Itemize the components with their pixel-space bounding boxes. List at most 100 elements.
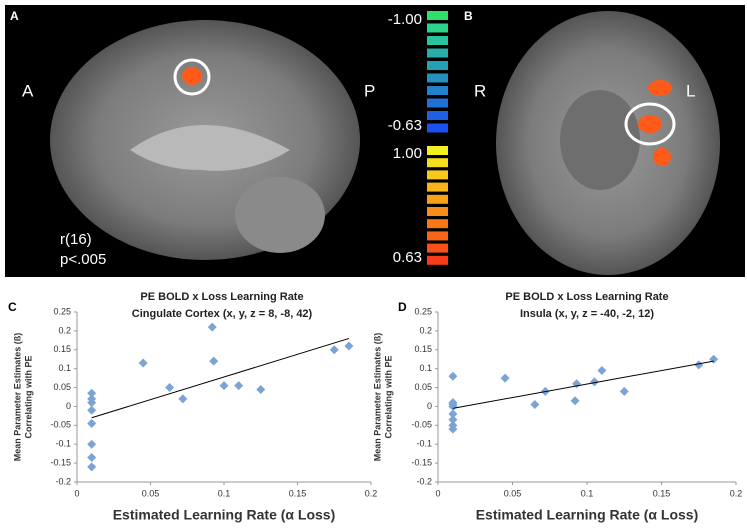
scatter-point <box>570 396 580 406</box>
colorbar <box>427 11 448 265</box>
colorbar-swatch <box>427 194 448 204</box>
trend-line <box>452 360 714 409</box>
activation-blob <box>648 80 672 96</box>
scatter-point <box>329 345 339 355</box>
scatter-point <box>694 360 704 370</box>
colorbar-label: 1.00 <box>393 145 422 162</box>
scatter-point <box>178 394 188 404</box>
y-tick-label: 0.15 <box>414 344 432 354</box>
chart-title: PE BOLD x Loss Learning Rate <box>505 291 668 303</box>
y-tick-label: -0.05 <box>411 420 432 430</box>
x-tick-label: 0 <box>435 488 440 498</box>
y-tick-label: 0.25 <box>414 306 432 316</box>
scatter-point <box>207 322 217 332</box>
colorbar-swatch <box>427 243 448 253</box>
colorbar-swatch <box>427 111 448 120</box>
stat-label: r(16) <box>60 231 92 248</box>
y-tick-label: 0.1 <box>58 363 71 373</box>
scatter-point <box>448 424 458 434</box>
x-tick-label: 0.05 <box>142 488 160 498</box>
y-tick-label: 0.05 <box>414 382 432 392</box>
scatter-point <box>500 373 510 383</box>
chart-subtitle: Cingulate Cortex (x, y, z = 8, -8, 42) <box>132 308 313 320</box>
x-axis-label: Estimated Learning Rate (α Loss) <box>113 507 336 523</box>
colorbar-swatch <box>427 73 448 83</box>
colorbar-swatch <box>427 86 448 95</box>
orientation-label: L <box>686 81 695 100</box>
colorbar-label: 0.63 <box>393 249 422 266</box>
colorbar-swatch <box>427 207 448 216</box>
scatter-point <box>589 377 599 387</box>
scatter-point <box>234 381 244 391</box>
scatter-point <box>709 354 719 364</box>
y-axis-label: Mean Parameter Estimates (ß) <box>372 333 382 462</box>
x-tick-label: 0.15 <box>653 488 671 498</box>
scatter-point <box>448 415 458 425</box>
y-axis-label: Correlating with PE <box>23 355 33 438</box>
colorbar-swatch <box>427 170 448 180</box>
highlight-circle <box>624 102 676 146</box>
orientation-label: A <box>22 81 34 100</box>
scatter-point <box>87 439 97 449</box>
highlight-circle <box>173 58 211 96</box>
x-tick-label: 0 <box>74 488 79 498</box>
x-tick-label: 0.2 <box>365 488 378 498</box>
scatter-point <box>530 400 540 410</box>
y-tick-label: 0.15 <box>53 344 71 354</box>
colorbar-swatch <box>427 23 448 33</box>
scatter-point <box>448 409 458 419</box>
scatter-point <box>448 371 458 381</box>
y-tick-label: -0.1 <box>416 439 432 449</box>
colorbar-swatch <box>427 11 448 20</box>
y-tick-label: 0.25 <box>53 306 71 316</box>
panel-label: C <box>8 300 17 314</box>
scatter-point <box>87 398 97 408</box>
x-tick-label: 0.1 <box>218 488 231 498</box>
x-tick-label: 0.2 <box>730 488 743 498</box>
activation-blob <box>182 67 202 85</box>
colorbar-swatch <box>427 61 448 70</box>
scatter-point <box>448 401 458 411</box>
y-axis-label: Correlating with PE <box>383 355 393 438</box>
y-axis-label: Mean Parameter Estimates (ß) <box>12 333 22 462</box>
colorbar-swatch <box>427 255 448 265</box>
scatter-point <box>87 452 97 462</box>
y-tick-label: 0 <box>427 401 432 411</box>
scatter-point <box>344 341 354 351</box>
y-tick-label: 0 <box>66 401 71 411</box>
orientation-label: P <box>364 81 375 100</box>
scatter-point <box>209 356 219 366</box>
colorbar-swatch <box>427 146 448 155</box>
colorbar-swatch <box>427 231 448 241</box>
corpus-callosum <box>130 125 290 171</box>
x-axis-label: Estimated Learning Rate (α Loss) <box>476 507 699 523</box>
chart-title: PE BOLD x Loss Learning Rate <box>140 291 303 303</box>
ventricles <box>560 90 640 190</box>
colorbar-swatch <box>427 48 448 58</box>
trend-line <box>91 337 350 419</box>
x-tick-label: 0.05 <box>504 488 522 498</box>
y-tick-label: 0.05 <box>53 382 71 392</box>
y-tick-label: -0.2 <box>416 476 432 486</box>
panel-label: B <box>464 9 473 23</box>
scatter-point <box>87 405 97 415</box>
y-tick-label: -0.05 <box>50 420 71 430</box>
y-tick-label: -0.15 <box>50 457 71 467</box>
chart-subtitle: Insula (x, y, z = -40, -2, 12) <box>520 308 654 320</box>
activation-blob <box>653 148 671 166</box>
y-tick-label: -0.15 <box>411 457 432 467</box>
colorbar-swatch <box>427 36 448 45</box>
y-tick-label: -0.1 <box>55 439 71 449</box>
colorbar-swatch <box>427 98 448 108</box>
x-tick-label: 0.15 <box>289 488 307 498</box>
x-tick-label: 0.1 <box>581 488 594 498</box>
y-tick-label: 0.2 <box>58 325 71 335</box>
scatter-point <box>165 383 175 393</box>
colorbar-swatch <box>427 158 448 168</box>
scatter-point <box>87 418 97 428</box>
y-tick-label: -0.2 <box>55 476 71 486</box>
colorbar-label: -0.63 <box>388 117 422 134</box>
scatter-point <box>138 358 148 368</box>
